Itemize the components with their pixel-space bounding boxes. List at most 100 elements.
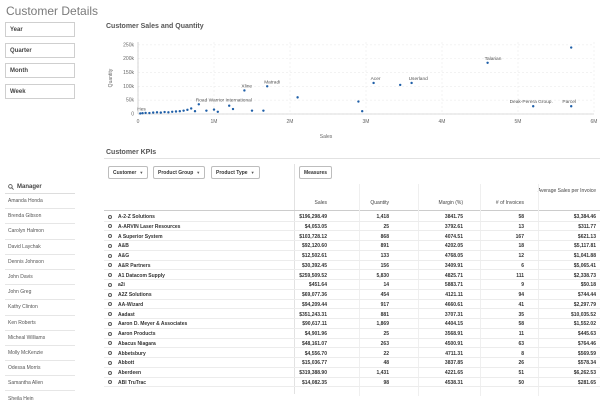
data-point[interactable] xyxy=(231,107,235,111)
data-point[interactable] xyxy=(141,111,144,115)
col-header-quantity[interactable]: Quantity xyxy=(370,200,389,206)
manager-list-item[interactable]: Carolyn Halmon xyxy=(5,224,75,240)
data-point[interactable] xyxy=(171,110,174,113)
data-point[interactable] xyxy=(193,110,197,113)
data-point[interactable] xyxy=(570,105,573,108)
manager-filter[interactable]: Manager Amanda Honda Brenda Gibson Carolyn… xyxy=(5,181,75,400)
table-row[interactable]: Abbott $15,036.77 48 3837.85 26 $578.34 xyxy=(104,358,600,368)
data-point[interactable] xyxy=(139,112,142,115)
data-point[interactable] xyxy=(159,111,162,114)
data-point[interactable] xyxy=(532,105,535,108)
data-point[interactable] xyxy=(357,100,360,103)
expand-icon[interactable] xyxy=(108,292,112,297)
expand-icon[interactable] xyxy=(108,234,112,239)
data-point[interactable] xyxy=(197,103,200,106)
table-row[interactable]: Aadast $351,243.31 881 3707.31 35 $10,035.52 xyxy=(104,310,600,319)
manager-list-item[interactable]: David Laychak xyxy=(5,240,75,255)
data-point[interactable] xyxy=(190,107,193,110)
expand-icon[interactable] xyxy=(108,282,112,287)
expand-icon[interactable] xyxy=(108,224,112,229)
table-row[interactable]: A-2-Z Solutions $196,298.49 1,418 3841.75 58… xyxy=(104,212,600,222)
table-row[interactable]: Aaron Products $4,901.96 25 3568.91 11 $445.6… xyxy=(104,329,600,339)
expand-icon[interactable] xyxy=(108,321,112,326)
table-row[interactable]: A&B $92,120.60 891 4202.05 18 $5,117.81 xyxy=(104,241,600,251)
data-point[interactable] xyxy=(212,108,216,111)
filter-year[interactable]: Year xyxy=(5,22,75,37)
table-row[interactable]: A1 Datacom Supply $259,509.52 5,830 4825.71… xyxy=(104,271,600,280)
filter-quarter[interactable]: Quarter xyxy=(5,43,75,58)
manager-list-item[interactable]: John Davis xyxy=(5,270,75,286)
col-header-sales[interactable]: Sales xyxy=(314,200,327,206)
data-point[interactable] xyxy=(174,110,178,113)
expand-icon[interactable] xyxy=(108,351,112,356)
col-header-avg-sales[interactable]: Average Sales per Invoice xyxy=(537,188,596,194)
data-point[interactable] xyxy=(399,83,402,87)
expand-icon[interactable] xyxy=(108,341,112,346)
data-point[interactable] xyxy=(486,61,489,64)
table-row[interactable]: AA-Wizard $94,209.44 917 4660.61 41 $2,297.79 xyxy=(104,300,600,310)
measures-button[interactable]: Measures xyxy=(299,166,333,179)
data-point[interactable] xyxy=(163,110,166,114)
expand-icon[interactable] xyxy=(108,370,112,375)
data-point[interactable] xyxy=(178,110,181,113)
data-point[interactable] xyxy=(155,111,159,114)
manager-list-item[interactable]: Kathy Clinton xyxy=(5,300,75,316)
table-row[interactable]: Aberdeen $319,388.90 1,431 4221.65 51 $6,262.… xyxy=(104,368,600,378)
data-point[interactable] xyxy=(216,110,219,113)
manager-list-item[interactable]: Odessa Morris xyxy=(5,361,75,377)
expand-icon[interactable] xyxy=(108,243,112,248)
data-point[interactable] xyxy=(144,111,147,115)
manager-list-item[interactable]: John Greg xyxy=(5,285,75,301)
expand-icon[interactable] xyxy=(108,312,112,317)
expand-icon[interactable] xyxy=(108,273,112,278)
expand-icon[interactable] xyxy=(108,360,112,365)
data-point[interactable] xyxy=(152,111,155,114)
table-row[interactable]: A&G $12,502.61 133 4768.05 12 $1,041.88 xyxy=(104,251,600,261)
dimension-customer-button[interactable]: Customer ▼ xyxy=(108,166,149,179)
filter-week[interactable]: Week xyxy=(5,84,75,99)
data-point[interactable] xyxy=(205,109,208,112)
manager-list-item[interactable]: Samantha Allen xyxy=(5,376,75,392)
filter-month[interactable]: Month xyxy=(5,63,75,78)
data-point[interactable] xyxy=(570,46,573,49)
table-row[interactable]: a2i $451.64 14 5883.71 9 $50.18 xyxy=(104,280,600,290)
data-point[interactable] xyxy=(250,109,254,112)
col-header-margin[interactable]: Margin (%) xyxy=(438,200,463,206)
col-header-invoices[interactable]: # of Invoices xyxy=(495,200,524,206)
manager-list-item[interactable]: Sheila Hein xyxy=(5,391,75,400)
expand-icon[interactable] xyxy=(108,214,112,219)
expand-icon[interactable] xyxy=(108,380,112,385)
table-row[interactable]: A Superior System $103,728.12 868 4074.51 16… xyxy=(104,232,600,241)
data-point[interactable] xyxy=(262,109,265,112)
data-point[interactable] xyxy=(243,89,246,92)
expand-icon[interactable] xyxy=(108,302,112,307)
manager-header[interactable]: Manager xyxy=(5,181,75,194)
manager-list-item[interactable]: Dennis Johnson xyxy=(5,255,75,270)
data-point[interactable] xyxy=(410,81,413,85)
data-point[interactable] xyxy=(266,85,269,88)
manager-list-item[interactable]: Brenda Gibson xyxy=(5,209,75,225)
data-point[interactable] xyxy=(182,109,185,112)
manager-list-item[interactable]: Ken Roberts xyxy=(5,316,75,331)
data-point[interactable] xyxy=(167,111,170,114)
expand-icon[interactable] xyxy=(108,253,112,258)
expand-icon[interactable] xyxy=(108,331,112,336)
table-row[interactable]: A2Z Solutions $69,077.36 454 4121.11 94 $744.… xyxy=(104,290,600,300)
data-point[interactable] xyxy=(186,108,189,112)
data-point[interactable] xyxy=(228,104,231,107)
table-row[interactable]: Abbetsbury $4,556.70 22 4711.31 8 $569.59 xyxy=(104,349,600,358)
table-row[interactable]: ABI TruTrac $14,082.35 98 4538.31 50 $281.65 xyxy=(104,378,600,388)
data-point[interactable] xyxy=(148,111,151,115)
data-point[interactable] xyxy=(372,81,375,85)
table-row[interactable]: Abacus Niagara $48,161.07 263 4500.91 63 $764… xyxy=(104,339,600,349)
data-point[interactable] xyxy=(361,110,364,113)
manager-list-item[interactable]: Micheal Williams xyxy=(5,331,75,346)
expand-icon[interactable] xyxy=(108,263,112,268)
table-row[interactable]: Aaron D. Meyer & Associates $90,617.11 1,8… xyxy=(104,319,600,329)
scatter-chart[interactable]: 0 50k 100k 150k 200k 250k 0 1M 2M 3M 4M 5M 6M Sales Qu… xyxy=(104,34,598,144)
dimension-product-type-button[interactable]: Product Type ▼ xyxy=(211,166,260,179)
table-row[interactable]: A-ARVIN Laser Resources $4,053.05 25 3792.6… xyxy=(104,222,600,232)
manager-list-item[interactable]: Amanda Honda xyxy=(5,194,75,210)
table-row[interactable]: A&R Partners $30,392.45 156 3409.91 6 $5,065.… xyxy=(104,261,600,271)
data-point[interactable] xyxy=(296,96,299,99)
